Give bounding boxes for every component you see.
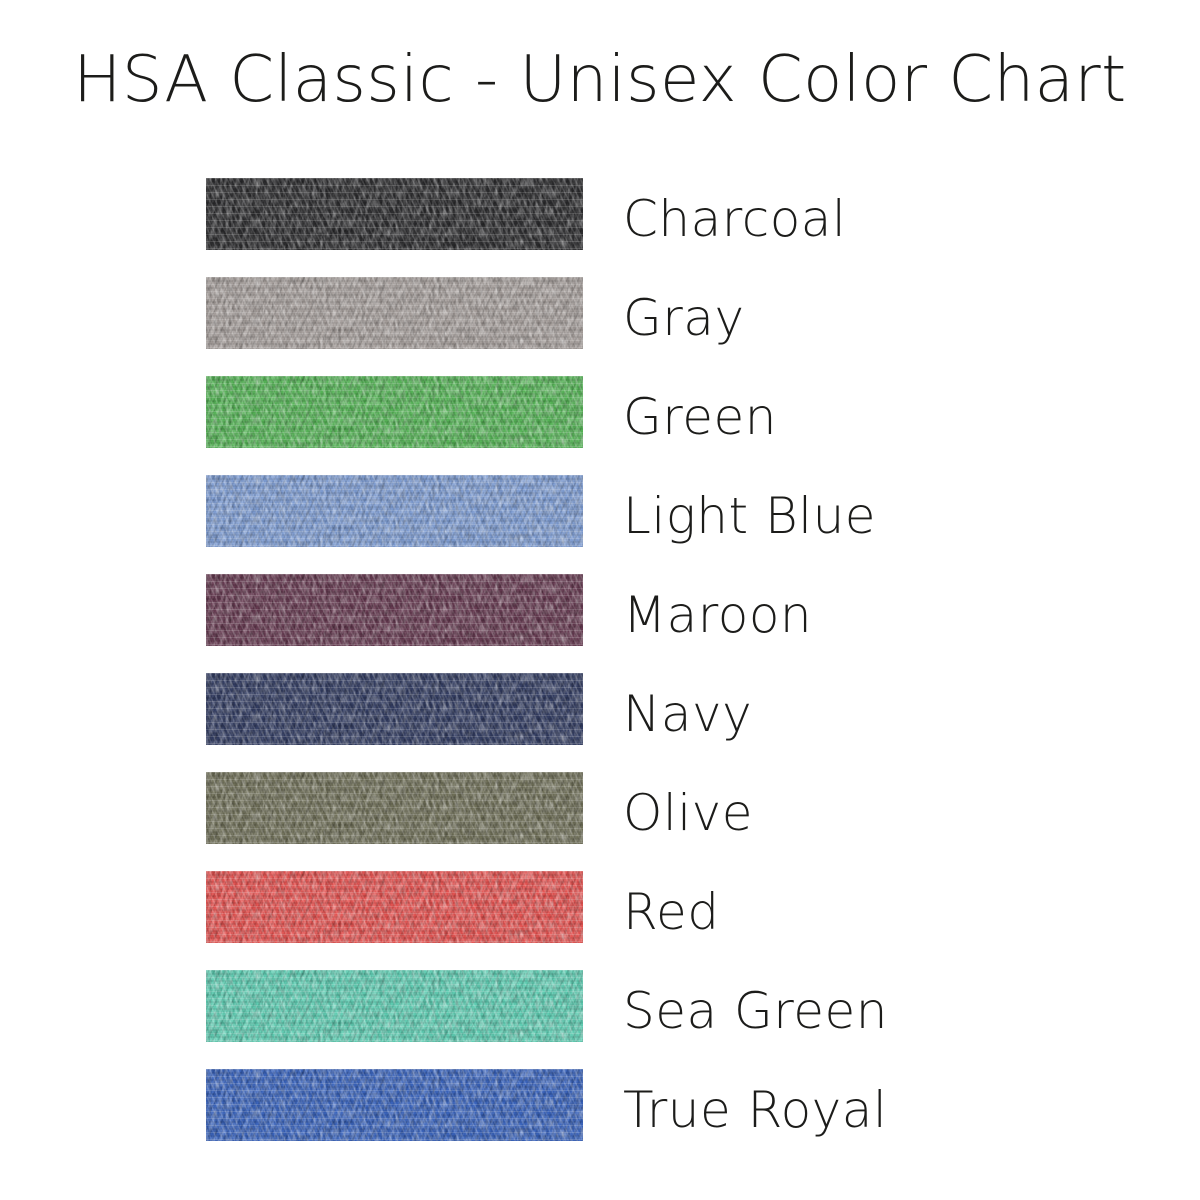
heather-noise xyxy=(206,178,583,250)
color-label-gray: Gray xyxy=(623,289,745,347)
color-label-sea-green: Sea Green xyxy=(623,982,888,1040)
color-label-red: Red xyxy=(623,883,720,941)
heather-noise xyxy=(206,673,583,745)
fabric-swatch-maroon xyxy=(206,574,583,646)
fabric-swatch-olive xyxy=(206,772,583,844)
color-label-charcoal: Charcoal xyxy=(623,190,847,248)
color-row-red: Red xyxy=(206,871,888,943)
heather-noise xyxy=(206,772,583,844)
fabric-swatch-gray xyxy=(206,277,583,349)
fabric-swatch-green xyxy=(206,376,583,448)
fabric-swatch-sea-green xyxy=(206,970,583,1042)
heather-noise xyxy=(206,574,583,646)
heather-noise xyxy=(206,1069,583,1141)
color-row-charcoal: Charcoal xyxy=(206,178,888,250)
color-row-green: Green xyxy=(206,376,888,448)
color-row-olive: Olive xyxy=(206,772,888,844)
color-row-navy: Navy xyxy=(206,673,888,745)
color-label-maroon: Maroon xyxy=(623,586,813,644)
fabric-swatch-true-royal xyxy=(206,1069,583,1141)
fabric-swatch-charcoal xyxy=(206,178,583,250)
fabric-swatch-light-blue xyxy=(206,475,583,547)
color-row-true-royal: True Royal xyxy=(206,1069,888,1141)
color-label-navy: Navy xyxy=(623,685,753,743)
fabric-swatch-red xyxy=(206,871,583,943)
heather-noise xyxy=(206,376,583,448)
color-row-maroon: Maroon xyxy=(206,574,888,646)
color-row-list: Charcoal Gray Green Light Blue Maroon xyxy=(206,178,888,1141)
fabric-swatch-navy xyxy=(206,673,583,745)
color-label-green: Green xyxy=(623,388,777,446)
color-label-light-blue: Light Blue xyxy=(623,487,877,545)
page-title: HSA Classic - Unisex Color Chart xyxy=(73,43,1127,117)
heather-noise xyxy=(206,475,583,547)
heather-noise xyxy=(206,970,583,1042)
color-label-true-royal: True Royal xyxy=(623,1081,888,1139)
heather-noise xyxy=(206,277,583,349)
color-row-light-blue: Light Blue xyxy=(206,475,888,547)
color-row-gray: Gray xyxy=(206,277,888,349)
heather-noise xyxy=(206,871,583,943)
color-label-olive: Olive xyxy=(623,784,753,842)
color-row-sea-green: Sea Green xyxy=(206,970,888,1042)
